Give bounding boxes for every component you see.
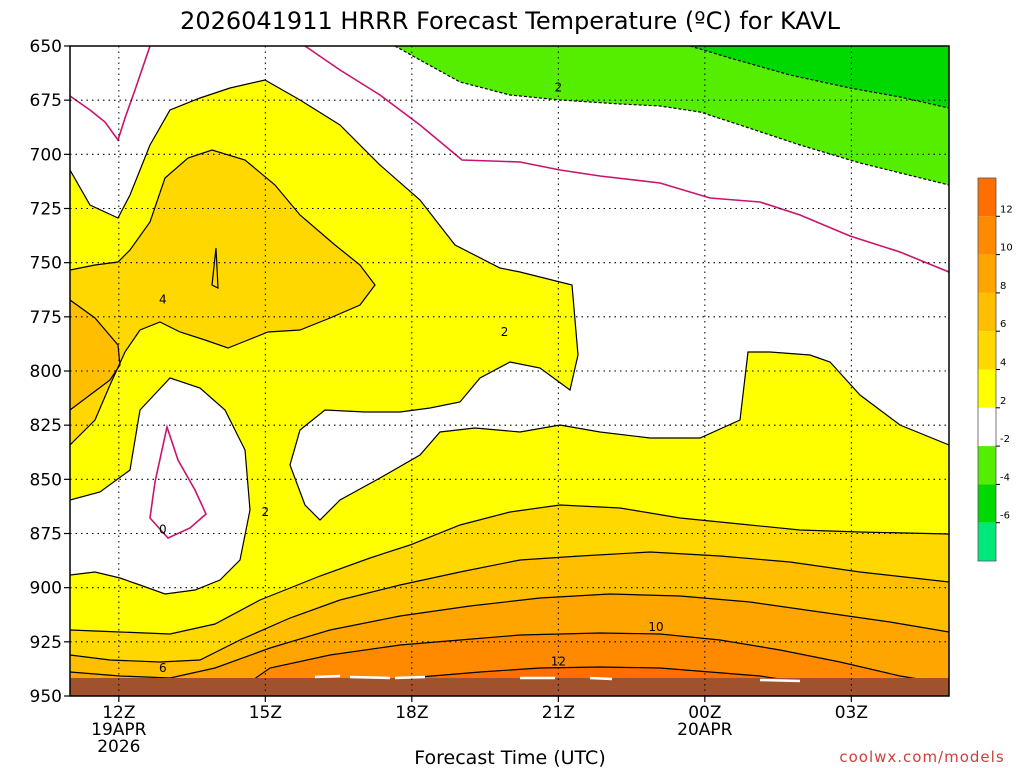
- ground-highlight: [759, 678, 801, 683]
- freezing-lines: [70, 46, 949, 539]
- x-tick-label: 21Z: [542, 703, 575, 723]
- contour-line: [70, 593, 949, 679]
- contour-line: [229, 632, 949, 696]
- y-tick-label: 800: [30, 362, 62, 382]
- freezing-line: [304, 46, 949, 273]
- contour-label: 10: [648, 620, 663, 634]
- y-axis: 650 675 700 725 750 775 800 825 850 875 900 925 950: [30, 37, 70, 707]
- y-tick-label: 950: [30, 687, 62, 707]
- ground-layer: [70, 678, 949, 696]
- y-tick-label: 750: [30, 254, 62, 274]
- contour-label: 0: [159, 522, 167, 536]
- colorbar-swatch: [978, 178, 996, 217]
- contour-label: 4: [159, 293, 167, 307]
- contour-label: 2: [262, 505, 270, 519]
- colorbar-label: 4: [1000, 358, 1006, 369]
- contour-line: [70, 551, 949, 663]
- colorbar-swatch: [978, 484, 996, 523]
- y-tick-label: 650: [30, 37, 62, 57]
- colorbar-swatch: [978, 446, 996, 485]
- contour-labels: 2 4 2 2 0 10 12 6: [159, 80, 664, 675]
- x-tick-date: 20APR: [677, 720, 733, 740]
- ground-highlight: [349, 675, 391, 680]
- contour-line: [70, 377, 251, 595]
- colorbar-swatch: [978, 254, 996, 293]
- x-tick-label: 00Z: [688, 703, 721, 723]
- band-minus4-to-minus6: [690, 46, 949, 108]
- x-axis-label: Forecast Time (UTC): [414, 747, 605, 768]
- colorbar: 12 10 8 6 4 2 -2 -4 -6: [977, 177, 1013, 562]
- freezing-line: [149, 423, 207, 539]
- colorbar-swatch: [978, 369, 996, 408]
- y-tick-label: 675: [30, 91, 62, 111]
- colorbar-label: 10: [1000, 243, 1013, 254]
- band-0-upper-right: [70, 46, 949, 520]
- contour-label: 2: [501, 325, 509, 339]
- x-tick-label: 18Z: [395, 703, 428, 723]
- contour-lines: [70, 46, 949, 696]
- colorbar-swatch: [978, 331, 996, 370]
- y-tick-label: 875: [30, 525, 62, 545]
- y-tick-label: 850: [30, 470, 62, 490]
- plot-area: [70, 46, 949, 696]
- colorbar-label: -4: [1000, 472, 1010, 483]
- colorbar-label: 8: [1000, 281, 1006, 292]
- x-tick-label: 03Z: [835, 703, 868, 723]
- colorbar-label: -6: [1000, 511, 1010, 522]
- x-tick-year: 2026: [97, 737, 140, 757]
- x-tick-date: 19APR: [91, 720, 147, 740]
- colorbar-swatch: [978, 407, 996, 447]
- chart-title: 2026041911 HRRR Forecast Temperature (ºC…: [180, 7, 841, 35]
- contour-label: 6: [159, 661, 167, 675]
- colorbar-label: 2: [1000, 396, 1006, 407]
- band-0-lower: [70, 378, 250, 594]
- band-6-to-8-upper: [70, 300, 120, 410]
- y-tick-label: 725: [30, 200, 62, 220]
- y-tick-label: 700: [30, 145, 62, 165]
- contour-line: [394, 46, 949, 186]
- y-tick-label: 925: [30, 633, 62, 653]
- contour-line: [70, 504, 949, 635]
- colorbar-swatch: [978, 522, 996, 561]
- colorbar-swatch: [978, 292, 996, 332]
- y-tick-label: 775: [30, 308, 62, 328]
- contour-label: 12: [551, 655, 566, 669]
- grid: [70, 46, 949, 696]
- ground-highlight: [314, 674, 341, 679]
- colorbar-swatch: [978, 216, 996, 255]
- band-4-to-6-upper: [70, 150, 375, 445]
- colorbar-label: 12: [1000, 204, 1013, 215]
- colorbar-label: 6: [1000, 319, 1006, 330]
- x-tick-label: 12Z: [102, 703, 135, 723]
- contour-label: 2: [555, 80, 563, 94]
- contour-line: [70, 149, 376, 446]
- ground-highlight: [394, 675, 426, 680]
- x-tick-label: 15Z: [249, 703, 282, 723]
- contour-line: [211, 247, 219, 289]
- contour-line: [70, 299, 121, 411]
- freezing-line: [70, 46, 151, 142]
- band-minus2-to-minus4: [395, 46, 949, 185]
- credit-text: coolwx.com/models: [839, 748, 1004, 766]
- ground-highlights: [314, 674, 801, 683]
- y-tick-label: 900: [30, 579, 62, 599]
- ground-highlight: [589, 676, 613, 681]
- y-tick-label: 825: [30, 416, 62, 436]
- colorbar-label: -2: [1000, 434, 1010, 445]
